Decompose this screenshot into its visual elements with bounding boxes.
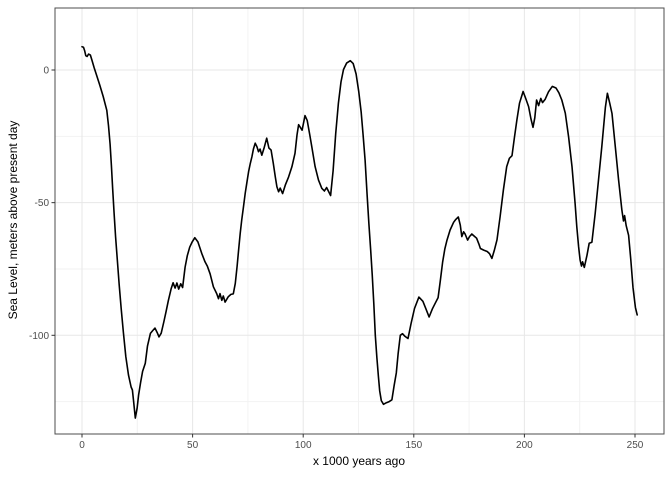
x-tick-label: 250 [627, 440, 644, 451]
x-tick-label: 150 [405, 440, 422, 451]
panel-background [55, 8, 664, 434]
x-tick-label: 200 [516, 440, 533, 451]
x-tick-label: 50 [187, 440, 199, 451]
panel-border [54, 7, 665, 435]
x-tick-label: 0 [79, 440, 85, 451]
y-tick-label: -100 [29, 331, 49, 342]
y-tick-label: 0 [43, 66, 49, 77]
x-axis-title: x 1000 years ago [312, 454, 406, 468]
x-tick-label: 100 [295, 440, 312, 451]
sea-level-line [81, 45, 638, 419]
y-axis-title: Sea Level, meters above present day [6, 120, 20, 320]
y-tick-label: -50 [35, 198, 50, 209]
